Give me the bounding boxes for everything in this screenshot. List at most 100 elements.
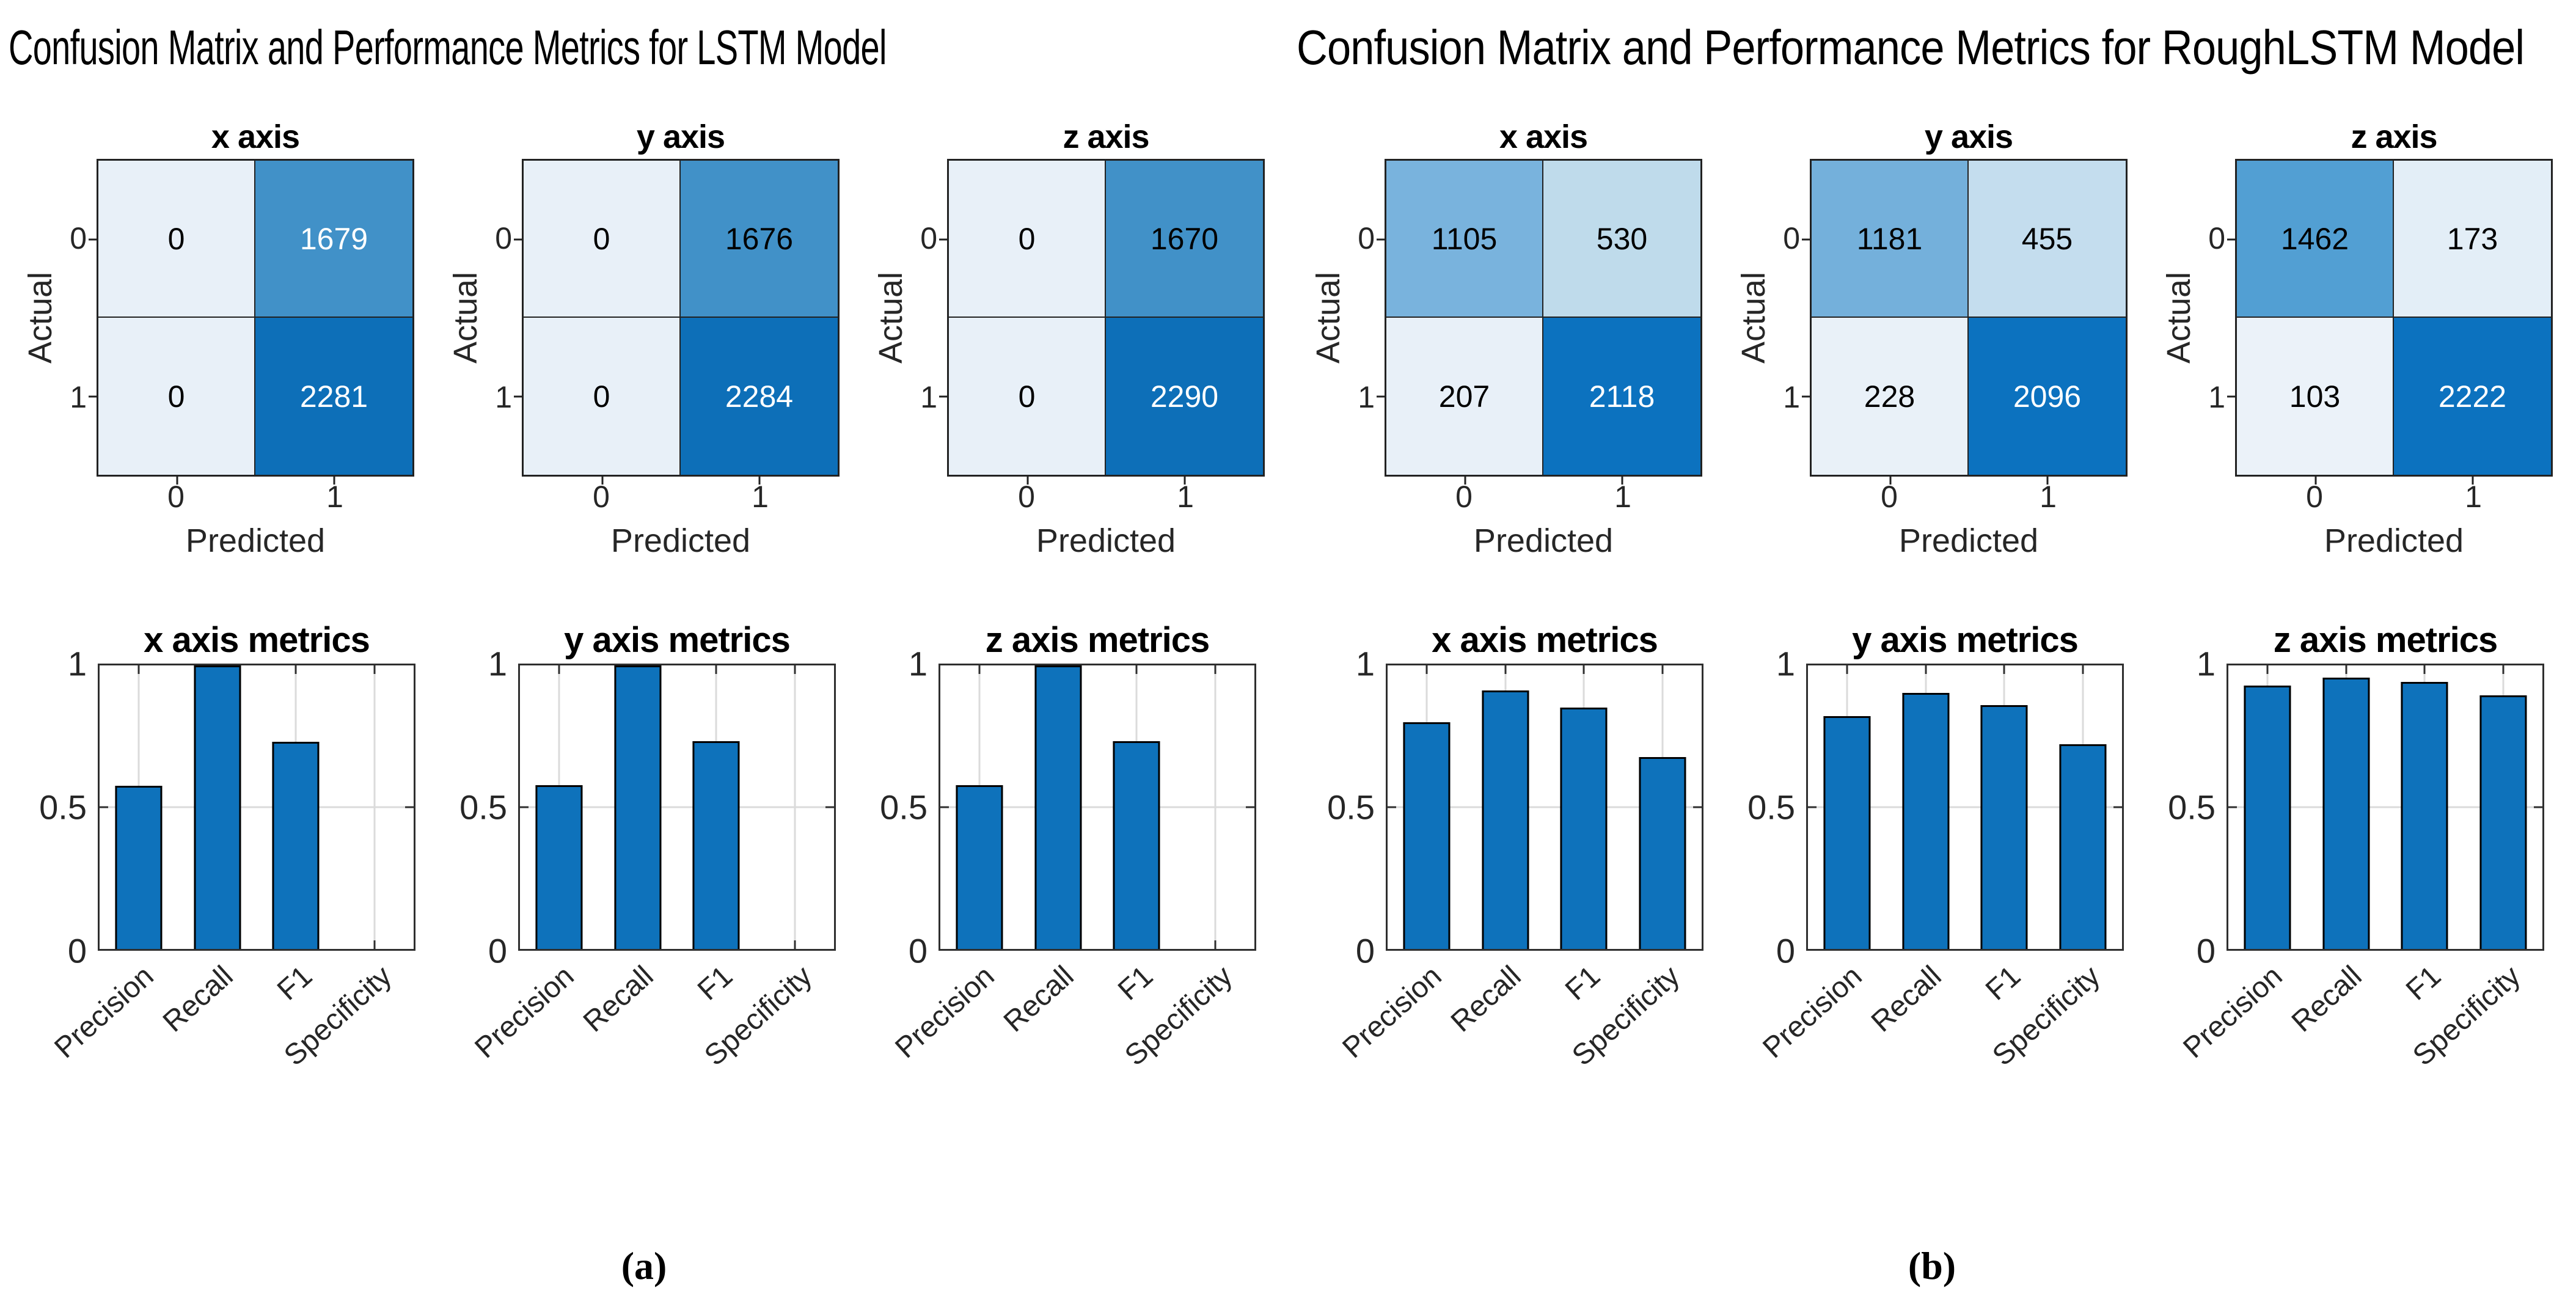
bar-ytick-label: 0.5 <box>880 788 928 827</box>
bar <box>1113 741 1160 949</box>
bar <box>956 785 1003 949</box>
tick-mark <box>520 806 529 808</box>
gridline-horizontal <box>2228 806 2542 808</box>
tick-mark <box>1135 665 1138 674</box>
bar-ytick-label: 0.5 <box>39 788 87 827</box>
bar-slot <box>1545 665 1623 949</box>
bar-ytick-label: 1 <box>908 644 928 683</box>
tick-mark <box>1246 806 1254 808</box>
matrix-cell: 2290 <box>1106 318 1263 475</box>
tick-mark <box>1026 477 1028 485</box>
tick-mark <box>2534 806 2542 808</box>
panel-b: Confusion Matrix and Performance Metrics… <box>1288 0 2576 1307</box>
matrix-title: y axis <box>1924 119 2013 155</box>
matrix-cell: 0 <box>98 318 255 475</box>
bar-category-label-text: F1 <box>1980 959 2027 1007</box>
matrix-ytick-label: 0 <box>1358 221 1375 255</box>
bar-category-label-text: Precision <box>468 959 580 1065</box>
tick-mark <box>2227 238 2235 240</box>
bar-slot <box>257 665 335 949</box>
bar-ytick-labels: 1 0.5 0 <box>1740 645 1806 970</box>
bar-chart-title: z axis metrics <box>985 620 1210 660</box>
tick-mark <box>2113 806 2122 808</box>
bar-charts-row-a: x axis metrics 1 0.5 0 Precision Recall F1 Sp <box>0 616 1288 1105</box>
bar-ytick-label: 0 <box>1776 931 1795 970</box>
tick-mark <box>2003 665 2005 674</box>
bar-chart-title: y axis metrics <box>1852 620 2079 660</box>
tick-mark <box>373 665 376 674</box>
tick-mark <box>1802 395 1810 397</box>
gridline-horizontal <box>1808 806 2122 808</box>
matrix-cell: 2281 <box>255 318 412 475</box>
matrix-xtick-label: 1 <box>2465 480 2482 514</box>
confusion-matrix: 1181 455 228 2096 <box>1802 159 2128 485</box>
tick-mark <box>2082 665 2084 674</box>
panel-b-caption: (b) <box>1908 1244 1956 1287</box>
panel-b-title-text: Confusion Matrix and Performance Metrics… <box>1297 20 2525 75</box>
bar <box>2401 682 2448 949</box>
bar-slot <box>756 665 835 949</box>
matrix-title: x axis <box>211 119 300 155</box>
bar-category-labels: Precision Recall F1 Specificity <box>2177 951 2544 1105</box>
bars-container <box>2228 665 2542 949</box>
tick-mark <box>100 806 108 808</box>
matrix-xtick-label: 1 <box>1177 480 1194 514</box>
bar-ytick-label: 0.5 <box>1327 788 1375 827</box>
matrix-cell: 103 <box>2237 318 2394 475</box>
bar-category-labels: Precision Recall F1 Specificity <box>469 951 836 1105</box>
bar-ytick-label: 1 <box>488 644 507 683</box>
tick-mark <box>978 665 981 674</box>
matrix-cell: 1105 <box>1386 161 1543 318</box>
bar-ytick-label: 1 <box>2196 644 2216 683</box>
tick-mark <box>2502 665 2505 674</box>
gridline-horizontal <box>520 806 834 808</box>
bar <box>1639 757 1686 949</box>
tick-mark <box>2046 477 2048 485</box>
bar-category-label-text: Precision <box>1336 959 1448 1065</box>
tick-mark <box>758 477 760 485</box>
bar-slot <box>100 665 178 949</box>
bar-ytick-label: 0.5 <box>459 788 507 827</box>
bar <box>692 741 740 949</box>
matrix-cell: 0 <box>949 318 1106 475</box>
gridline-horizontal <box>1388 806 1702 808</box>
tick-mark <box>1925 665 1927 674</box>
tick-mark <box>1464 477 1466 485</box>
tick-mark <box>2345 665 2347 674</box>
bar-slot <box>1965 665 2044 949</box>
tick-mark <box>514 238 522 240</box>
tick-mark <box>1214 665 1217 674</box>
matrix-ytick-label: 0 <box>70 221 87 255</box>
tick-mark <box>89 395 97 397</box>
bar-slot <box>520 665 599 949</box>
predicted-axis-label: Predicted <box>2324 522 2464 559</box>
bar-ytick-label: 0 <box>1355 931 1375 970</box>
actual-axis-label-text: Actual <box>2161 271 2197 364</box>
tick-mark <box>1693 806 1702 808</box>
actual-axis-label: Actual <box>1735 159 1772 477</box>
actual-axis-label: Actual <box>2161 159 2197 477</box>
matrix-xtick-label: 0 <box>167 480 185 514</box>
tick-mark <box>405 806 414 808</box>
bar-category-label-text: Recall <box>997 959 1080 1039</box>
bar-category-label-text: Recall <box>2285 959 2368 1039</box>
tick-mark <box>295 665 297 674</box>
bar-ytick-labels: 1 0.5 0 <box>2161 645 2227 970</box>
tick-mark <box>939 395 947 397</box>
bar-slot <box>2228 665 2307 949</box>
gridline-horizontal <box>100 806 414 808</box>
bar <box>1902 693 1950 949</box>
predicted-axis-label: Predicted <box>1036 522 1176 559</box>
tick-mark <box>1388 806 1396 808</box>
tick-mark <box>715 665 717 674</box>
matrix-cell: 2118 <box>1543 318 1700 475</box>
bar-category-label-text: Precision <box>48 959 160 1065</box>
bar-chart-group: y axis metrics 1 0.5 0 Precision Recall F1 Sp <box>1740 616 2124 1105</box>
bar <box>272 741 320 949</box>
panel-a-title: Confusion Matrix and Performance Metrics… <box>0 10 1288 86</box>
